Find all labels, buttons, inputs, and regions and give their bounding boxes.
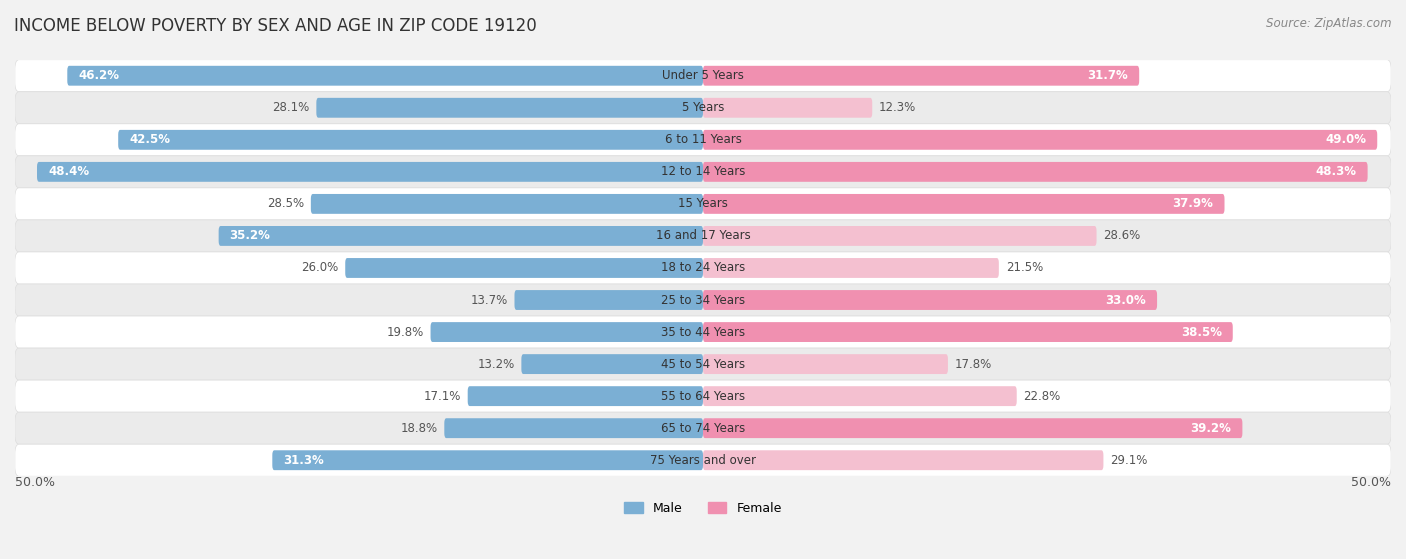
FancyBboxPatch shape bbox=[15, 284, 1391, 316]
Text: 42.5%: 42.5% bbox=[129, 133, 170, 146]
Text: 12 to 14 Years: 12 to 14 Years bbox=[661, 165, 745, 178]
FancyBboxPatch shape bbox=[703, 322, 1233, 342]
FancyBboxPatch shape bbox=[468, 386, 703, 406]
FancyBboxPatch shape bbox=[703, 418, 1243, 438]
FancyBboxPatch shape bbox=[15, 444, 1391, 476]
Text: 25 to 34 Years: 25 to 34 Years bbox=[661, 293, 745, 306]
Text: 28.5%: 28.5% bbox=[267, 197, 304, 210]
FancyBboxPatch shape bbox=[703, 98, 872, 118]
FancyBboxPatch shape bbox=[15, 188, 1391, 220]
Legend: Male, Female: Male, Female bbox=[619, 497, 787, 520]
Text: 31.7%: 31.7% bbox=[1087, 69, 1128, 82]
FancyBboxPatch shape bbox=[15, 220, 1391, 252]
Text: 17.1%: 17.1% bbox=[423, 390, 461, 402]
Text: 48.3%: 48.3% bbox=[1316, 165, 1357, 178]
Text: 16 and 17 Years: 16 and 17 Years bbox=[655, 229, 751, 243]
Text: 18 to 24 Years: 18 to 24 Years bbox=[661, 262, 745, 274]
FancyBboxPatch shape bbox=[515, 290, 703, 310]
Text: 45 to 54 Years: 45 to 54 Years bbox=[661, 358, 745, 371]
Text: 19.8%: 19.8% bbox=[387, 325, 423, 339]
FancyBboxPatch shape bbox=[703, 386, 1017, 406]
Text: 35 to 44 Years: 35 to 44 Years bbox=[661, 325, 745, 339]
Text: 17.8%: 17.8% bbox=[955, 358, 993, 371]
Text: 49.0%: 49.0% bbox=[1326, 133, 1367, 146]
Text: 37.9%: 37.9% bbox=[1173, 197, 1213, 210]
Text: 55 to 64 Years: 55 to 64 Years bbox=[661, 390, 745, 402]
Text: 13.2%: 13.2% bbox=[477, 358, 515, 371]
Text: 15 Years: 15 Years bbox=[678, 197, 728, 210]
FancyBboxPatch shape bbox=[15, 124, 1391, 156]
Text: 29.1%: 29.1% bbox=[1111, 454, 1147, 467]
Text: 6 to 11 Years: 6 to 11 Years bbox=[665, 133, 741, 146]
Text: 50.0%: 50.0% bbox=[1351, 476, 1391, 489]
FancyBboxPatch shape bbox=[703, 226, 1097, 246]
FancyBboxPatch shape bbox=[703, 66, 1139, 86]
FancyBboxPatch shape bbox=[15, 60, 1391, 92]
Text: 50.0%: 50.0% bbox=[15, 476, 55, 489]
Text: 18.8%: 18.8% bbox=[401, 421, 437, 435]
FancyBboxPatch shape bbox=[15, 156, 1391, 188]
Text: 22.8%: 22.8% bbox=[1024, 390, 1062, 402]
FancyBboxPatch shape bbox=[703, 130, 1378, 150]
FancyBboxPatch shape bbox=[430, 322, 703, 342]
FancyBboxPatch shape bbox=[522, 354, 703, 374]
FancyBboxPatch shape bbox=[273, 451, 703, 470]
FancyBboxPatch shape bbox=[703, 162, 1368, 182]
Text: 26.0%: 26.0% bbox=[301, 262, 339, 274]
FancyBboxPatch shape bbox=[703, 290, 1157, 310]
Text: 33.0%: 33.0% bbox=[1105, 293, 1146, 306]
Text: 31.3%: 31.3% bbox=[284, 454, 323, 467]
FancyBboxPatch shape bbox=[15, 380, 1391, 412]
Text: 28.1%: 28.1% bbox=[273, 101, 309, 114]
Text: 13.7%: 13.7% bbox=[471, 293, 508, 306]
FancyBboxPatch shape bbox=[703, 194, 1225, 214]
FancyBboxPatch shape bbox=[118, 130, 703, 150]
Text: 35.2%: 35.2% bbox=[229, 229, 270, 243]
Text: 39.2%: 39.2% bbox=[1191, 421, 1232, 435]
Text: 46.2%: 46.2% bbox=[79, 69, 120, 82]
FancyBboxPatch shape bbox=[15, 412, 1391, 444]
FancyBboxPatch shape bbox=[703, 354, 948, 374]
Text: 5 Years: 5 Years bbox=[682, 101, 724, 114]
FancyBboxPatch shape bbox=[15, 348, 1391, 380]
FancyBboxPatch shape bbox=[67, 66, 703, 86]
Text: 21.5%: 21.5% bbox=[1005, 262, 1043, 274]
Text: Under 5 Years: Under 5 Years bbox=[662, 69, 744, 82]
Text: 75 Years and over: 75 Years and over bbox=[650, 454, 756, 467]
FancyBboxPatch shape bbox=[703, 451, 1104, 470]
FancyBboxPatch shape bbox=[15, 316, 1391, 348]
Text: 48.4%: 48.4% bbox=[48, 165, 89, 178]
FancyBboxPatch shape bbox=[15, 252, 1391, 284]
FancyBboxPatch shape bbox=[444, 418, 703, 438]
Text: 38.5%: 38.5% bbox=[1181, 325, 1222, 339]
FancyBboxPatch shape bbox=[219, 226, 703, 246]
FancyBboxPatch shape bbox=[37, 162, 703, 182]
FancyBboxPatch shape bbox=[346, 258, 703, 278]
FancyBboxPatch shape bbox=[316, 98, 703, 118]
Text: Source: ZipAtlas.com: Source: ZipAtlas.com bbox=[1267, 17, 1392, 30]
Text: 65 to 74 Years: 65 to 74 Years bbox=[661, 421, 745, 435]
Text: 28.6%: 28.6% bbox=[1104, 229, 1140, 243]
Text: 12.3%: 12.3% bbox=[879, 101, 917, 114]
FancyBboxPatch shape bbox=[703, 258, 998, 278]
FancyBboxPatch shape bbox=[15, 92, 1391, 124]
FancyBboxPatch shape bbox=[311, 194, 703, 214]
Text: INCOME BELOW POVERTY BY SEX AND AGE IN ZIP CODE 19120: INCOME BELOW POVERTY BY SEX AND AGE IN Z… bbox=[14, 17, 537, 35]
